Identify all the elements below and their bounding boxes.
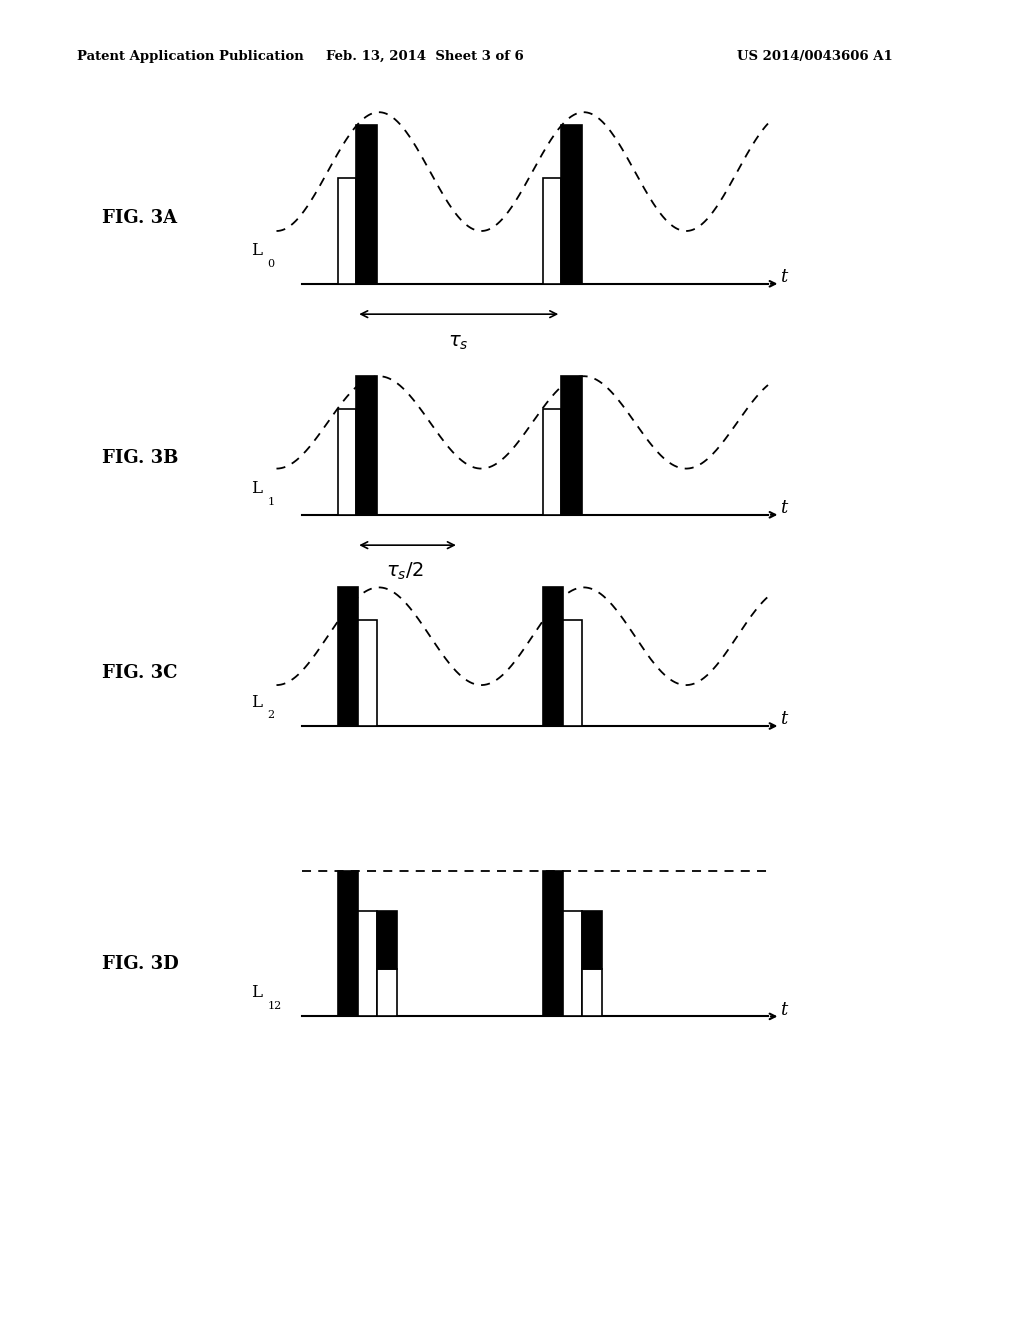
- Bar: [543, 871, 563, 1016]
- Text: 2: 2: [267, 710, 274, 721]
- Bar: [563, 620, 582, 726]
- Bar: [338, 178, 356, 284]
- Text: 0: 0: [267, 259, 274, 269]
- Text: $\tau_s/2$: $\tau_s/2$: [386, 561, 423, 582]
- Text: L: L: [251, 243, 262, 259]
- Bar: [561, 376, 582, 515]
- Bar: [377, 911, 397, 969]
- Bar: [543, 409, 561, 515]
- Text: L: L: [251, 480, 262, 496]
- Bar: [338, 587, 358, 726]
- Bar: [338, 409, 356, 515]
- Text: L: L: [251, 694, 262, 710]
- Bar: [338, 871, 358, 1016]
- Text: t: t: [780, 1001, 787, 1019]
- Text: t: t: [780, 268, 787, 286]
- Text: Feb. 13, 2014  Sheet 3 of 6: Feb. 13, 2014 Sheet 3 of 6: [326, 50, 524, 63]
- Text: FIG. 3B: FIG. 3B: [102, 449, 179, 467]
- Bar: [582, 911, 602, 969]
- Bar: [356, 125, 377, 284]
- Bar: [377, 969, 397, 1016]
- Bar: [358, 911, 377, 1016]
- Bar: [582, 969, 602, 1016]
- Bar: [543, 587, 563, 726]
- Text: Patent Application Publication: Patent Application Publication: [77, 50, 303, 63]
- Bar: [356, 376, 377, 515]
- Text: US 2014/0043606 A1: US 2014/0043606 A1: [737, 50, 893, 63]
- Text: FIG. 3C: FIG. 3C: [102, 664, 178, 682]
- Bar: [563, 911, 582, 1016]
- Text: L: L: [251, 985, 262, 1001]
- Text: t: t: [780, 710, 787, 729]
- Text: 12: 12: [267, 1001, 282, 1011]
- Bar: [561, 125, 582, 284]
- Text: t: t: [780, 499, 787, 517]
- Text: FIG. 3A: FIG. 3A: [102, 209, 177, 227]
- Text: 1: 1: [267, 496, 274, 507]
- Text: FIG. 3D: FIG. 3D: [102, 954, 179, 973]
- Bar: [543, 178, 561, 284]
- Bar: [358, 620, 377, 726]
- Text: $\tau_s$: $\tau_s$: [449, 333, 469, 351]
